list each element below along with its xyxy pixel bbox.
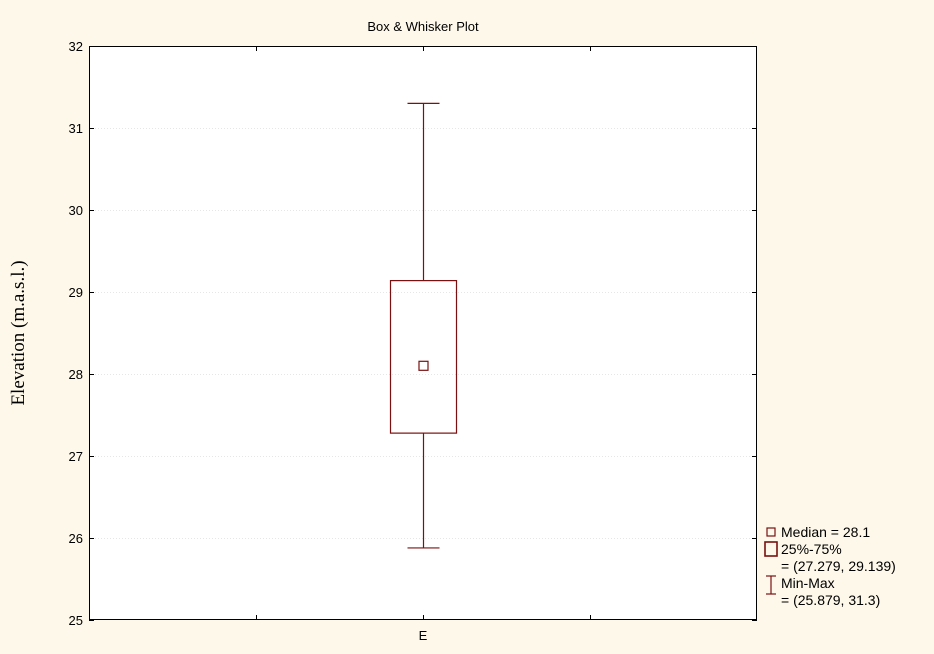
legend-item-whisker: Min-Max= (25.879, 31.3): [766, 575, 880, 608]
y-tick-label: 25: [69, 613, 83, 628]
y-axis-label: Elevation (m.a.s.l.): [8, 260, 29, 405]
y-tick-label: 27: [69, 449, 83, 464]
box-E: [389, 102, 458, 549]
y-tick-label: 29: [69, 285, 83, 300]
legend-text: 25%-75%: [781, 541, 842, 557]
legend-median-symbol: [766, 527, 776, 537]
legend-item-box: 25%-75%= (27.279, 29.139): [764, 541, 896, 574]
chart-title: Box & Whisker Plot: [367, 19, 479, 34]
median-marker: [418, 360, 429, 371]
box-series: [389, 102, 458, 549]
iqr-box: [389, 280, 458, 434]
legend-text: = (25.879, 31.3): [781, 592, 880, 608]
legend-text: Min-Max: [781, 575, 835, 591]
legend: Median = 28.125%-75%= (27.279, 29.139)Mi…: [764, 524, 896, 608]
legend-text: = (27.279, 29.139): [781, 558, 896, 574]
y-tick-label: 32: [69, 39, 83, 54]
legend-text: Median = 28.1: [781, 524, 870, 540]
legend-box-symbol: [764, 541, 778, 557]
plot-frame: [89, 46, 757, 620]
y-tick-label: 28: [69, 367, 83, 382]
y-tick-label: 26: [69, 531, 83, 546]
y-tick-label: 30: [69, 203, 83, 218]
legend-item-median: Median = 28.1: [766, 524, 870, 540]
y-tick-label: 31: [69, 121, 83, 136]
x-tick-label: E: [419, 628, 428, 643]
